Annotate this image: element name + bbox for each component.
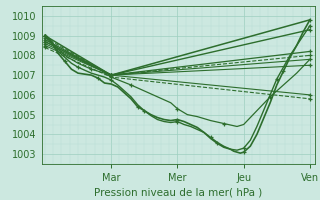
X-axis label: Pression niveau de la mer( hPa ): Pression niveau de la mer( hPa ): [94, 187, 262, 197]
